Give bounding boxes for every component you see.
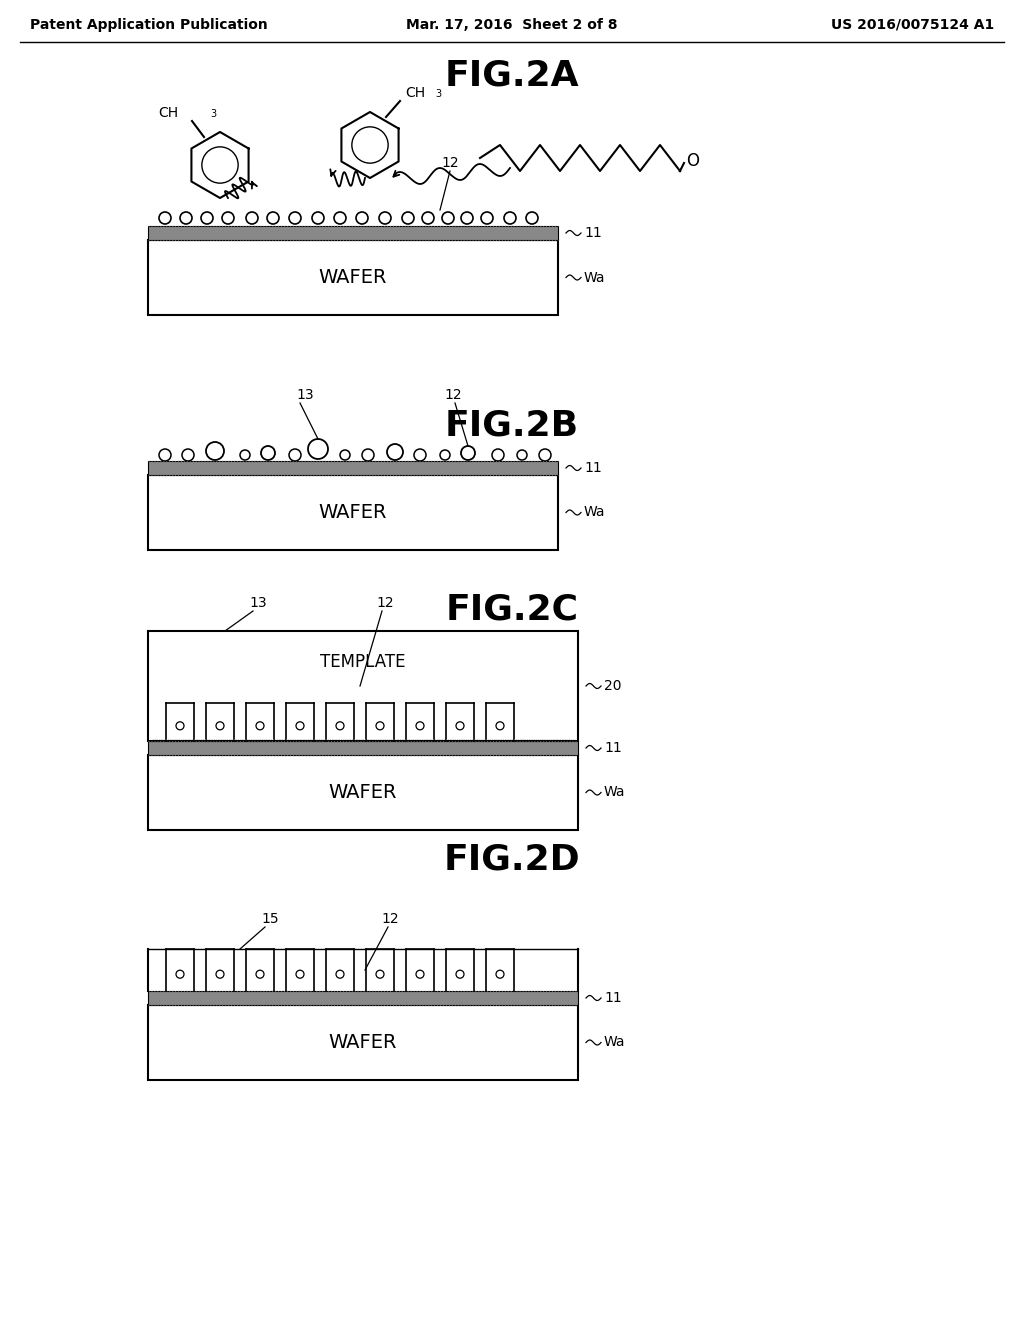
Bar xyxy=(148,475,558,550)
Text: Wa: Wa xyxy=(604,785,626,800)
Text: O: O xyxy=(686,152,699,170)
Bar xyxy=(148,991,578,1005)
Text: Wa: Wa xyxy=(584,271,605,285)
Text: 3: 3 xyxy=(210,110,216,119)
Bar xyxy=(148,741,578,755)
Text: WAFER: WAFER xyxy=(329,1034,397,1052)
Text: 12: 12 xyxy=(376,597,394,610)
Bar xyxy=(148,631,578,741)
Text: Mar. 17, 2016  Sheet 2 of 8: Mar. 17, 2016 Sheet 2 of 8 xyxy=(407,18,617,32)
Text: 13: 13 xyxy=(249,597,267,610)
Text: 3: 3 xyxy=(435,88,441,99)
Bar xyxy=(148,461,558,475)
Text: 11: 11 xyxy=(584,226,602,240)
Text: Wa: Wa xyxy=(604,1035,626,1049)
Bar xyxy=(148,991,578,1005)
Text: CH: CH xyxy=(406,86,425,100)
Text: 12: 12 xyxy=(381,912,398,927)
Text: 12: 12 xyxy=(444,388,462,403)
Text: FIG.2C: FIG.2C xyxy=(445,593,579,627)
Text: 20: 20 xyxy=(604,678,622,693)
Text: WAFER: WAFER xyxy=(329,783,397,803)
Text: CH: CH xyxy=(158,106,178,120)
Text: TEMPLATE: TEMPLATE xyxy=(321,653,406,671)
Bar xyxy=(148,226,558,240)
Text: FIG.2D: FIG.2D xyxy=(443,843,581,876)
Bar xyxy=(148,1005,578,1080)
Text: Wa: Wa xyxy=(584,506,605,520)
Bar xyxy=(148,226,558,240)
Text: 11: 11 xyxy=(604,741,622,755)
Text: WAFER: WAFER xyxy=(318,268,387,286)
Text: Patent Application Publication: Patent Application Publication xyxy=(30,18,267,32)
Text: FIG.2B: FIG.2B xyxy=(445,408,579,442)
Text: 11: 11 xyxy=(604,991,622,1005)
Bar xyxy=(148,461,558,475)
Bar xyxy=(148,755,578,830)
Text: WAFER: WAFER xyxy=(318,503,387,521)
Text: 13: 13 xyxy=(296,388,313,403)
Text: US 2016/0075124 A1: US 2016/0075124 A1 xyxy=(830,18,994,32)
Text: 11: 11 xyxy=(584,461,602,475)
Text: 15: 15 xyxy=(261,912,279,927)
Text: FIG.2A: FIG.2A xyxy=(444,58,580,92)
Text: 12: 12 xyxy=(441,156,459,170)
Bar xyxy=(148,741,578,755)
Bar xyxy=(148,240,558,315)
